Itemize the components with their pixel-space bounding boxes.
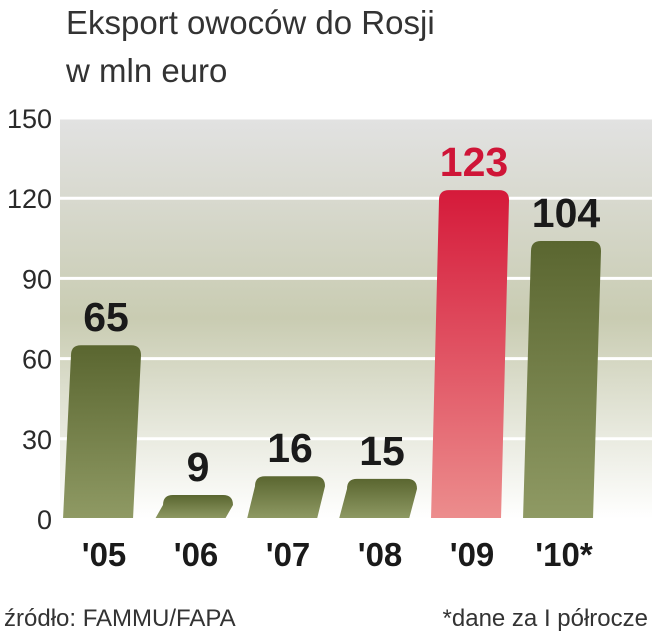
x-tick-label: '05 bbox=[82, 536, 127, 573]
x-tick-label: '10* bbox=[535, 536, 593, 573]
y-tick-label: 60 bbox=[22, 345, 52, 375]
y-axis-ticks: 0 30 60 90 120 150 bbox=[7, 104, 52, 535]
bar-07 bbox=[247, 476, 325, 519]
source-note: źródło: FAMMU/FAPA bbox=[4, 605, 236, 632]
y-tick-label: 30 bbox=[22, 425, 52, 455]
chart-subtitle: w mln euro bbox=[65, 52, 227, 89]
bar-05 bbox=[63, 345, 141, 519]
data-label: 123 bbox=[440, 139, 508, 185]
y-tick-label: 90 bbox=[22, 264, 52, 294]
bar-08 bbox=[339, 478, 417, 519]
data-label: 16 bbox=[267, 425, 313, 471]
data-label: 15 bbox=[359, 428, 405, 474]
y-tick-label: 150 bbox=[7, 104, 52, 134]
data-label: 65 bbox=[83, 294, 129, 340]
x-tick-label: '08 bbox=[358, 536, 403, 573]
x-tick-label: '09 bbox=[450, 536, 495, 573]
x-tick-label: '06 bbox=[174, 536, 219, 573]
y-tick-label: 0 bbox=[37, 505, 52, 535]
bar-09 bbox=[431, 190, 509, 519]
bars bbox=[63, 190, 601, 519]
y-tick-label: 120 bbox=[7, 184, 52, 214]
chart-title: Eksport owoców do Rosji bbox=[66, 4, 435, 41]
footnote: *dane za I półrocze bbox=[443, 605, 648, 632]
data-labels: 65 9 16 15 123 104 bbox=[83, 139, 600, 490]
x-tick-label: '07 bbox=[266, 536, 311, 573]
x-axis-ticks: '05 '06 '07 '08 '09 '10* bbox=[82, 536, 593, 573]
data-label: 9 bbox=[187, 444, 210, 490]
data-label: 104 bbox=[532, 190, 601, 236]
bar-06 bbox=[155, 494, 233, 519]
bar-10 bbox=[523, 240, 601, 519]
